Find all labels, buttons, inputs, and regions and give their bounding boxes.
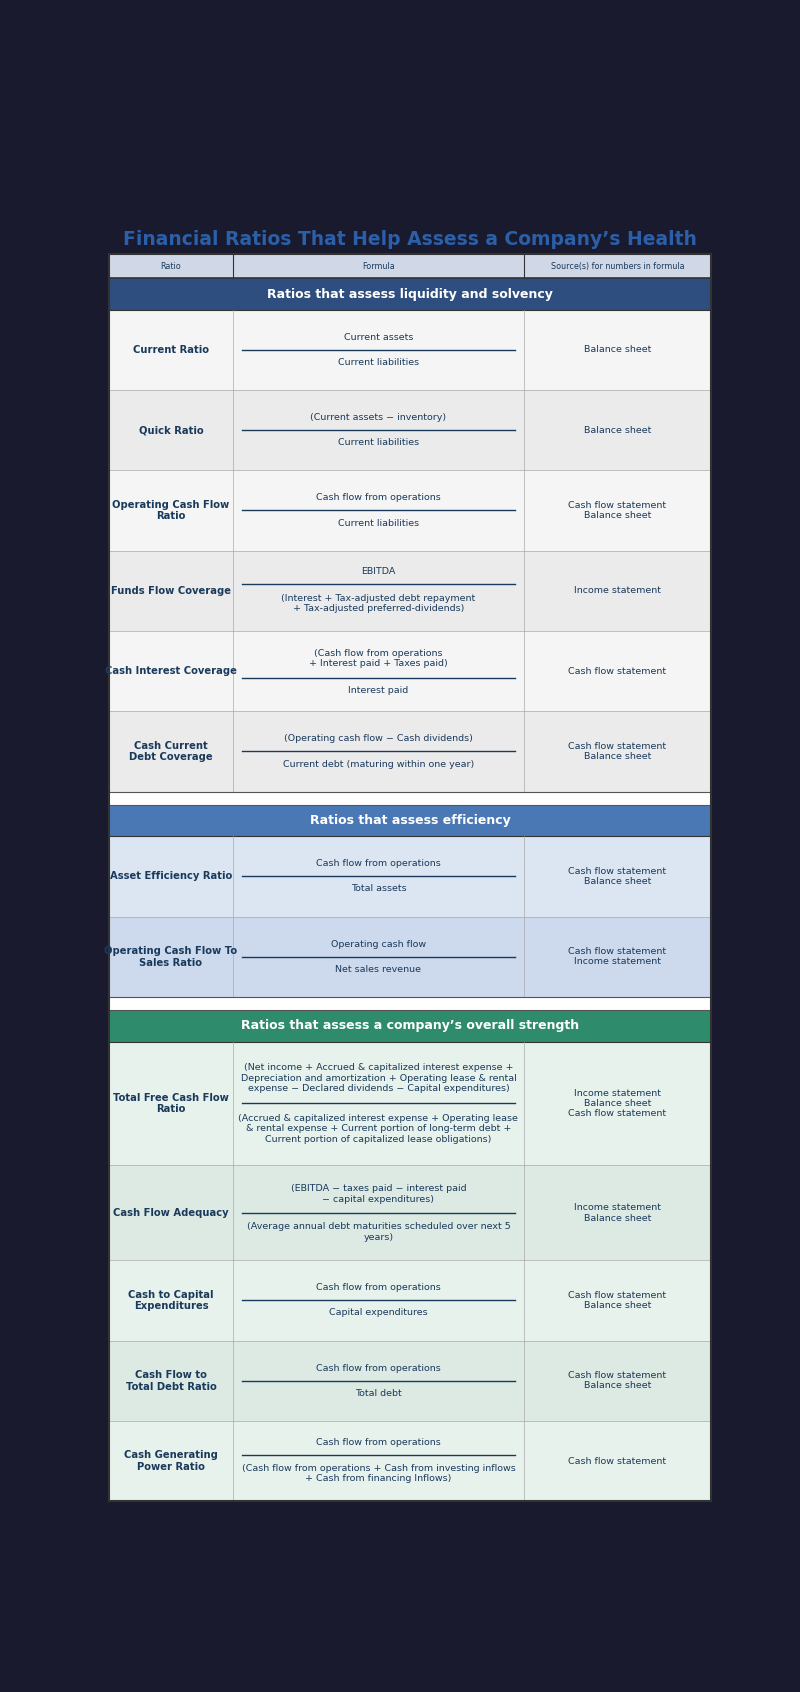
Text: Total Free Cash Flow
Ratio: Total Free Cash Flow Ratio <box>113 1093 229 1115</box>
Text: (Operating cash flow − Cash dividends): (Operating cash flow − Cash dividends) <box>284 734 473 743</box>
Text: Cash flow statement
Balance sheet: Cash flow statement Balance sheet <box>569 866 666 887</box>
Text: Interest paid: Interest paid <box>348 685 409 695</box>
Text: Ratios that assess efficiency: Ratios that assess efficiency <box>310 814 510 827</box>
Bar <box>110 631 710 711</box>
Text: Cash flow statement
Balance sheet: Cash flow statement Balance sheet <box>569 501 666 519</box>
Text: Cash Flow to
Total Debt Ratio: Cash Flow to Total Debt Ratio <box>126 1371 216 1391</box>
Text: (EBITDA − taxes paid − interest paid
− capital expenditures): (EBITDA − taxes paid − interest paid − c… <box>290 1184 466 1203</box>
Text: Asset Efficiency Ratio: Asset Efficiency Ratio <box>110 871 232 882</box>
Bar <box>110 711 710 792</box>
Text: Cash Current
Debt Coverage: Cash Current Debt Coverage <box>129 741 213 763</box>
Bar <box>110 470 710 550</box>
Text: Income statement
Balance sheet
Cash flow statement: Income statement Balance sheet Cash flow… <box>569 1088 666 1118</box>
Text: Operating Cash Flow To
Sales Ratio: Operating Cash Flow To Sales Ratio <box>104 946 238 968</box>
Text: Net sales revenue: Net sales revenue <box>335 964 422 975</box>
Text: Current liabilities: Current liabilities <box>338 359 419 367</box>
Text: Current debt (maturing within one year): Current debt (maturing within one year) <box>283 760 474 768</box>
Text: Balance sheet: Balance sheet <box>584 345 651 354</box>
Text: Cash flow statement
Income statement: Cash flow statement Income statement <box>569 948 666 966</box>
Text: Balance sheet: Balance sheet <box>584 426 651 435</box>
Text: Cash flow statement: Cash flow statement <box>569 667 666 675</box>
Text: Cash flow from operations: Cash flow from operations <box>316 1283 441 1293</box>
Text: Total debt: Total debt <box>355 1389 402 1398</box>
Bar <box>110 836 710 917</box>
Text: Current liabilities: Current liabilities <box>338 518 419 528</box>
Text: (Average annual debt maturities scheduled over next 5
years): (Average annual debt maturities schedule… <box>246 1222 510 1242</box>
Text: Cash flow from operations: Cash flow from operations <box>316 494 441 503</box>
Text: Current liabilities: Current liabilities <box>338 438 419 447</box>
Bar <box>110 389 710 470</box>
Text: Ratios that assess a company’s overall strength: Ratios that assess a company’s overall s… <box>241 1020 579 1032</box>
Text: Current assets: Current assets <box>344 333 413 342</box>
Text: Cash Flow Adequacy: Cash Flow Adequacy <box>113 1208 229 1218</box>
Text: Funds Flow Coverage: Funds Flow Coverage <box>111 585 231 596</box>
Bar <box>110 279 710 310</box>
Bar <box>110 254 710 279</box>
Text: (Cash flow from operations + Cash from investing inflows
+ Cash from financing I: (Cash flow from operations + Cash from i… <box>242 1464 515 1484</box>
Bar <box>110 792 710 805</box>
Text: Current Ratio: Current Ratio <box>133 345 209 355</box>
Text: Cash flow from operations: Cash flow from operations <box>316 1364 441 1372</box>
Bar <box>110 1166 710 1261</box>
Bar <box>110 310 710 389</box>
Text: Cash flow from operations: Cash flow from operations <box>316 860 441 868</box>
Text: EBITDA: EBITDA <box>362 567 396 577</box>
Text: (Cash flow from operations
+ Interest paid + Taxes paid): (Cash flow from operations + Interest pa… <box>309 650 448 668</box>
Text: Cash flow statement: Cash flow statement <box>569 1457 666 1465</box>
Text: Financial Ratios That Help Assess a Company’s Health: Financial Ratios That Help Assess a Comp… <box>123 230 697 249</box>
Text: Income statement: Income statement <box>574 587 661 596</box>
Text: Cash flow from operations: Cash flow from operations <box>316 1438 441 1447</box>
Text: Cash Interest Coverage: Cash Interest Coverage <box>105 667 237 677</box>
Bar <box>110 1421 710 1501</box>
Bar <box>110 550 710 631</box>
Text: Cash flow statement
Balance sheet: Cash flow statement Balance sheet <box>569 741 666 761</box>
Bar <box>110 1261 710 1340</box>
Bar <box>110 1340 710 1421</box>
Text: Formula: Formula <box>362 262 395 271</box>
Text: Operating Cash Flow
Ratio: Operating Cash Flow Ratio <box>112 499 230 521</box>
Text: Total assets: Total assets <box>350 885 406 893</box>
Bar <box>110 917 710 997</box>
Bar <box>110 997 710 1010</box>
Text: Ratios that assess liquidity and solvency: Ratios that assess liquidity and solvenc… <box>267 288 553 301</box>
Bar <box>110 1010 710 1042</box>
Text: (Net income + Accrued & capitalized interest expense +
Depreciation and amortiza: (Net income + Accrued & capitalized inte… <box>241 1063 516 1093</box>
Text: Income statement
Balance sheet: Income statement Balance sheet <box>574 1203 661 1223</box>
Text: Cash to Capital
Expenditures: Cash to Capital Expenditures <box>128 1289 214 1311</box>
Text: Capital expenditures: Capital expenditures <box>329 1308 428 1318</box>
Text: Source(s) for numbers in formula: Source(s) for numbers in formula <box>550 262 684 271</box>
Text: (Interest + Tax-adjusted debt repayment
+ Tax-adjusted preferred-dividends): (Interest + Tax-adjusted debt repayment … <box>282 594 475 613</box>
Bar <box>110 805 710 836</box>
Text: (Accrued & capitalized interest expense + Operating lease
& rental expense + Cur: (Accrued & capitalized interest expense … <box>238 1113 518 1144</box>
Text: Cash Generating
Power Ratio: Cash Generating Power Ratio <box>124 1450 218 1472</box>
Text: Operating cash flow: Operating cash flow <box>331 939 426 949</box>
Text: Cash flow statement
Balance sheet: Cash flow statement Balance sheet <box>569 1371 666 1391</box>
Text: Cash flow statement
Balance sheet: Cash flow statement Balance sheet <box>569 1291 666 1310</box>
Text: (Current assets − inventory): (Current assets − inventory) <box>310 413 446 421</box>
Bar <box>110 1042 710 1166</box>
Text: Quick Ratio: Quick Ratio <box>138 425 203 435</box>
Text: Ratio: Ratio <box>161 262 182 271</box>
